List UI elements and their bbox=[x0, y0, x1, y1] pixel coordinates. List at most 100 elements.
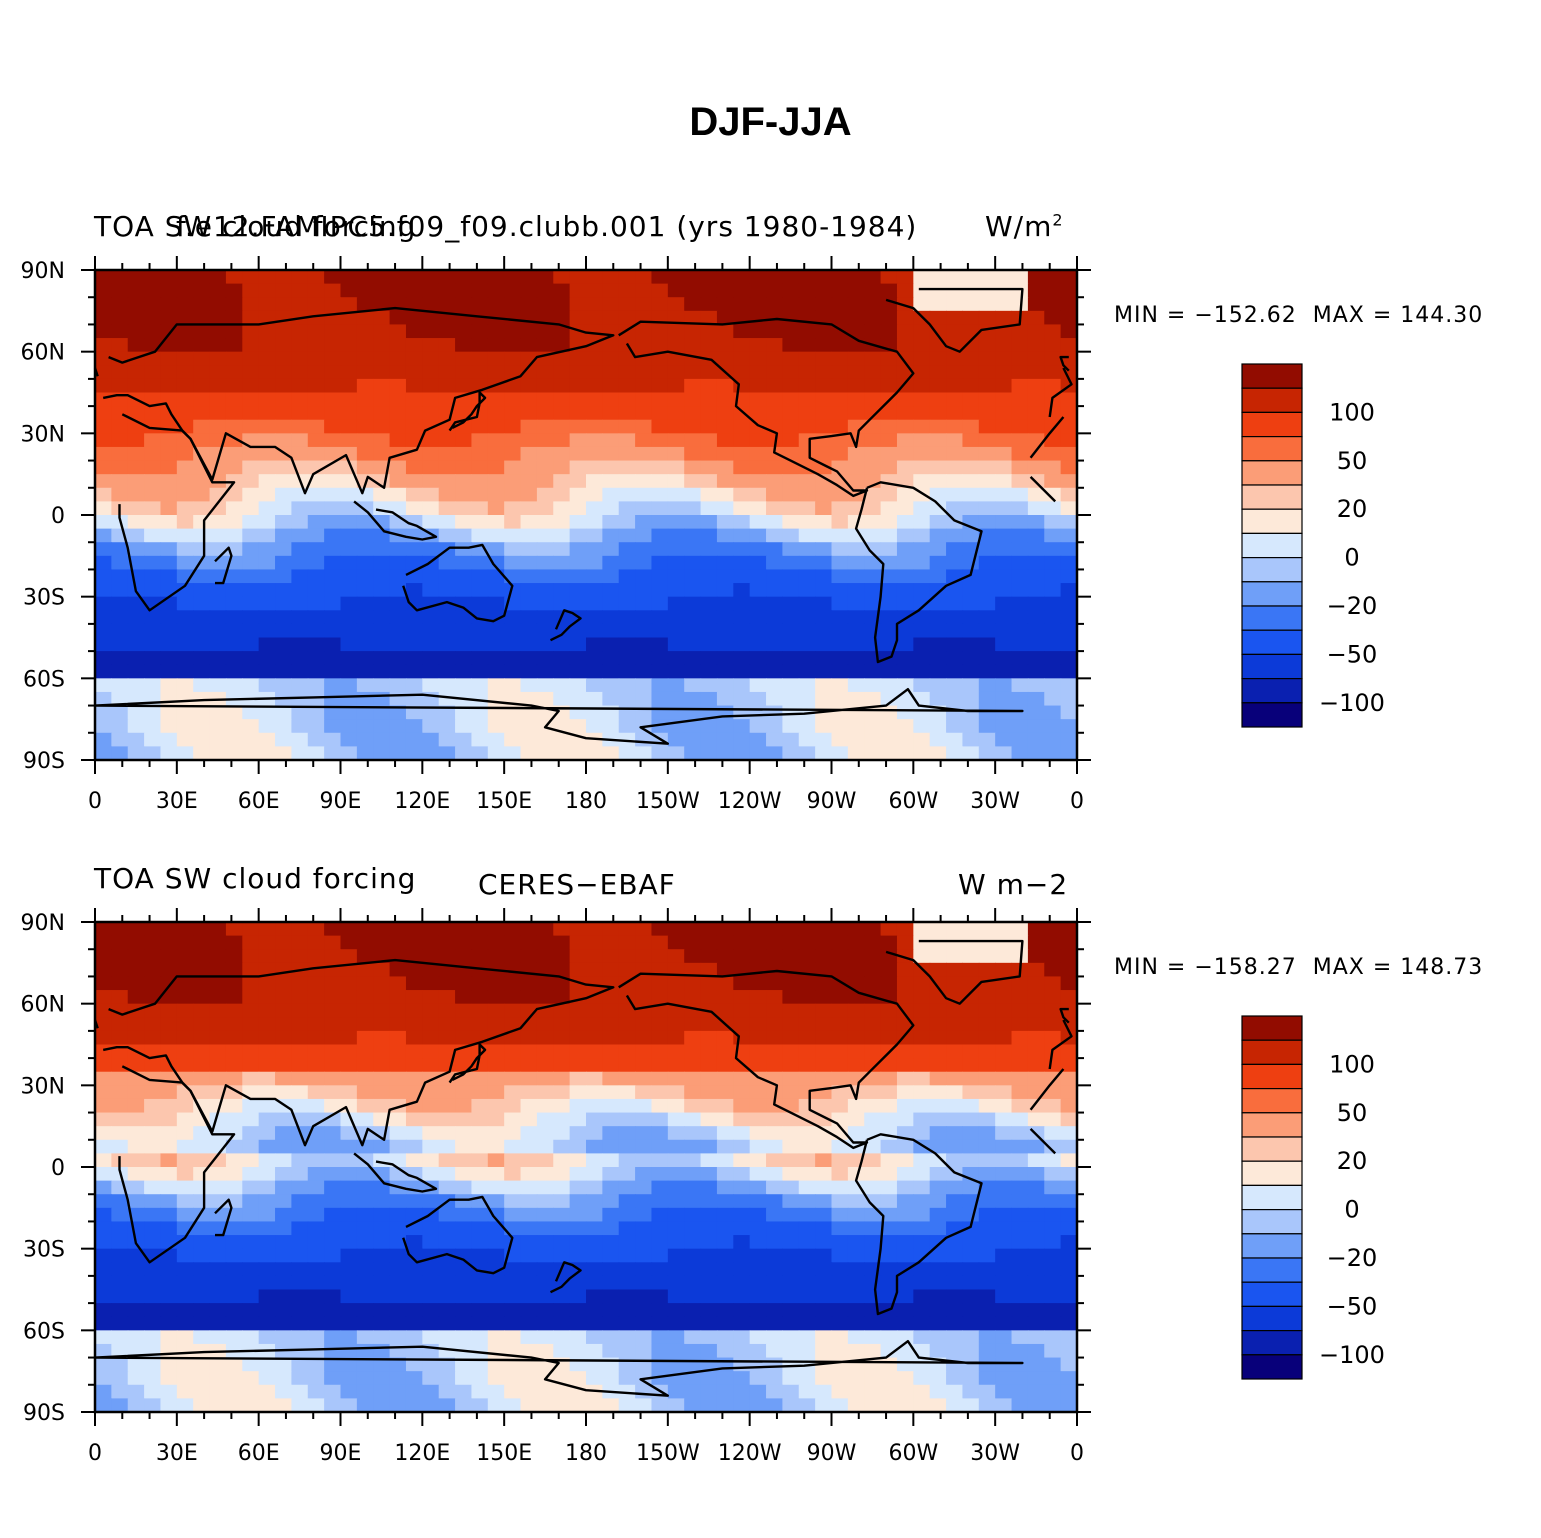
heatmap-cell bbox=[160, 1303, 178, 1318]
heatmap-cell bbox=[929, 487, 947, 502]
heatmap-cell bbox=[651, 1194, 669, 1209]
heatmap-cell bbox=[95, 1371, 112, 1386]
heatmap-cell bbox=[340, 1071, 358, 1086]
heatmap-cell bbox=[373, 528, 391, 543]
heatmap-cell bbox=[438, 1180, 456, 1195]
heatmap-cell bbox=[520, 365, 538, 380]
heatmap-cell bbox=[193, 365, 211, 380]
heatmap-cell bbox=[946, 1044, 964, 1059]
heatmap-cell bbox=[324, 1343, 342, 1359]
heatmap-cell bbox=[946, 1262, 964, 1277]
heatmap-cell bbox=[651, 746, 669, 761]
heatmap-cell bbox=[1044, 732, 1062, 747]
heatmap-cell bbox=[978, 528, 996, 543]
heatmap-cell bbox=[946, 1017, 964, 1032]
heatmap-cell bbox=[831, 1058, 849, 1073]
heatmap-cell bbox=[356, 283, 374, 298]
heatmap-cell bbox=[356, 310, 374, 326]
heatmap-cell bbox=[1060, 664, 1078, 679]
heatmap-cell bbox=[340, 935, 358, 950]
heatmap-cell bbox=[782, 1017, 800, 1032]
heatmap-cell bbox=[1060, 1167, 1078, 1182]
heatmap-cell bbox=[504, 297, 522, 312]
heatmap-cell bbox=[160, 1085, 178, 1100]
heatmap-cell bbox=[258, 1262, 276, 1277]
heatmap-cell bbox=[667, 691, 685, 707]
heatmap-cell bbox=[373, 1207, 391, 1223]
heatmap-cell bbox=[896, 1153, 914, 1168]
heatmap-cell bbox=[716, 528, 734, 543]
heatmap-cell bbox=[586, 1153, 603, 1168]
colorbar-box bbox=[1241, 581, 1303, 607]
heatmap-cell bbox=[995, 1058, 1013, 1073]
heatmap-cell bbox=[422, 651, 440, 666]
x-tick-label: 60W bbox=[888, 1441, 938, 1462]
heatmap-cell bbox=[258, 433, 276, 448]
heatmap-cell bbox=[1060, 1275, 1078, 1291]
heatmap-cell bbox=[667, 1058, 685, 1073]
heatmap-cell bbox=[700, 283, 718, 298]
heatmap-cell bbox=[847, 1058, 865, 1073]
heatmap-cell bbox=[471, 351, 489, 366]
heatmap-cell bbox=[635, 623, 653, 639]
heatmap-cell bbox=[847, 283, 865, 298]
heatmap-cell bbox=[700, 1139, 718, 1154]
heatmap-cell bbox=[831, 678, 849, 693]
heatmap-cell bbox=[913, 1194, 931, 1209]
heatmap-cell bbox=[1011, 1126, 1029, 1141]
heatmap-cell bbox=[389, 1030, 407, 1046]
heatmap-cell bbox=[602, 351, 620, 366]
coastline-japan bbox=[448, 391, 487, 432]
heatmap-cell bbox=[896, 678, 914, 693]
heatmap-cell bbox=[716, 651, 734, 666]
heatmap-cell bbox=[373, 501, 391, 516]
heatmap-cell bbox=[275, 664, 292, 679]
heatmap-cell bbox=[962, 922, 980, 937]
heatmap-cell bbox=[978, 474, 996, 489]
heatmap-cell bbox=[880, 922, 898, 937]
heatmap-cell bbox=[880, 678, 898, 693]
heatmap-cell bbox=[635, 555, 653, 571]
heatmap-cell bbox=[1060, 1153, 1078, 1168]
heatmap-cell bbox=[913, 1330, 931, 1345]
heatmap-cell bbox=[275, 1167, 292, 1182]
heatmap-cell bbox=[700, 1126, 718, 1141]
heatmap-cell bbox=[438, 623, 456, 639]
heatmap-cell bbox=[340, 651, 358, 666]
heatmap-cell bbox=[913, 406, 931, 421]
heatmap-cell bbox=[700, 1221, 718, 1236]
heatmap-cell bbox=[635, 419, 653, 434]
heatmap-cell bbox=[766, 1384, 783, 1399]
heatmap-cell bbox=[1011, 596, 1029, 611]
heatmap-cell bbox=[422, 446, 440, 462]
heatmap-cell bbox=[651, 610, 669, 625]
heatmap-cell bbox=[209, 610, 227, 625]
heatmap-cell bbox=[356, 542, 374, 557]
heatmap-cell bbox=[536, 1044, 554, 1059]
heatmap-cell bbox=[684, 691, 702, 707]
x-tick-label: 90W bbox=[807, 1441, 857, 1462]
heatmap-cell bbox=[929, 1248, 947, 1263]
heatmap-cell bbox=[733, 1384, 751, 1399]
heatmap-cell bbox=[569, 949, 587, 964]
heatmap-cell bbox=[618, 1194, 636, 1209]
heatmap-cell bbox=[618, 1139, 636, 1154]
heatmap-cell bbox=[389, 569, 407, 584]
heatmap-cell bbox=[405, 976, 423, 991]
heatmap-cell bbox=[995, 1235, 1013, 1250]
heatmap-cell bbox=[160, 651, 178, 666]
heatmap-cell bbox=[176, 1330, 194, 1345]
heatmap-cell bbox=[635, 1139, 653, 1154]
heatmap-cell bbox=[258, 378, 276, 394]
heatmap-cell bbox=[225, 338, 243, 353]
heatmap-cell bbox=[635, 1030, 653, 1046]
heatmap-cell bbox=[782, 297, 800, 312]
coastline-africa bbox=[1029, 1128, 1057, 1155]
heatmap-cell bbox=[487, 474, 505, 489]
heatmap-cell bbox=[405, 419, 423, 434]
heatmap-cell bbox=[929, 1085, 947, 1100]
heatmap-cell bbox=[356, 976, 374, 991]
heatmap-cell bbox=[847, 623, 865, 639]
heatmap-cell bbox=[831, 1398, 849, 1413]
heatmap-cell bbox=[978, 1017, 996, 1032]
